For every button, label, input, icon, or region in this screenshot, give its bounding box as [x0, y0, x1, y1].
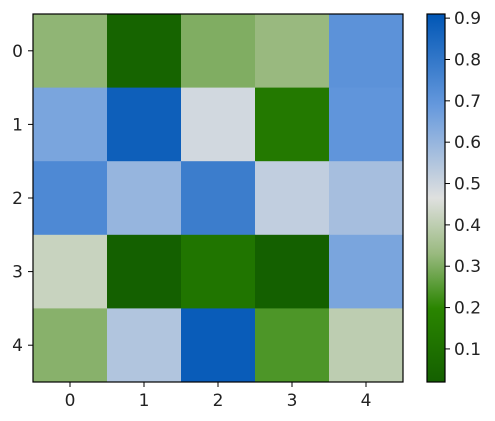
colorbar-ticks: 0.1 0.2 0.3 0.4 0.5 0.6 0.7 0.8 0.9 [445, 9, 481, 360]
y-tick-label: 0 [12, 42, 23, 62]
heatmap-cell-r2-c1 [107, 161, 182, 236]
heatmap-cell-r4-c1 [107, 308, 182, 383]
heatmap-cell-r3-c1 [107, 234, 182, 309]
heatmap-cell-r0-c2 [181, 14, 256, 89]
heatmap-cell-r0-c0 [33, 14, 108, 89]
heatmap-cell-r3-c0 [33, 234, 108, 309]
colorbar-tick-label: 0.3 [454, 257, 481, 277]
heatmap-cell-r3-c4 [329, 234, 404, 309]
heatmap-cell-r3-c3 [255, 234, 330, 309]
colorbar-tick-label: 0.1 [454, 340, 481, 360]
colorbar-tick-label: 0.6 [454, 133, 481, 153]
heatmap-cell-r4-c2 [181, 308, 256, 383]
heatmap-cell-r2-c0 [33, 161, 108, 236]
heatmap-cell-r4-c0 [33, 308, 108, 383]
heatmap-cell-r0-c3 [255, 14, 330, 89]
heatmap-cell-r1-c0 [33, 87, 108, 162]
heatmap-cells [33, 14, 404, 383]
heatmap-cell-r1-c3 [255, 87, 330, 162]
y-tick-label: 2 [12, 189, 23, 209]
y-tick-label: 3 [12, 263, 23, 283]
heatmap-cell-r2-c4 [329, 161, 404, 236]
y-tick-label: 4 [12, 336, 23, 356]
x-tick-label: 3 [287, 391, 298, 411]
heatmap-cell-r2-c2 [181, 161, 256, 236]
colorbar-tick-label: 0.5 [454, 175, 481, 195]
heatmap-cell-r3-c2 [181, 234, 256, 309]
heatmap-cell-r4-c3 [255, 308, 330, 383]
heatmap-cell-r0-c4 [329, 14, 404, 89]
x-axis-ticks: 0 1 2 3 4 [65, 382, 372, 411]
x-tick-label: 1 [139, 391, 150, 411]
heatmap-cell-r1-c1 [107, 87, 182, 162]
heatmap-cell-r1-c4 [329, 87, 404, 162]
colorbar-tick-label: 0.4 [454, 216, 481, 236]
colorbar-tick-label: 0.8 [454, 50, 481, 70]
heatmap-cell-r2-c3 [255, 161, 330, 236]
colorbar-tick-label: 0.7 [454, 92, 481, 112]
colorbar-tick-label: 0.2 [454, 299, 481, 319]
heatmap-cell-r0-c1 [107, 14, 182, 89]
x-tick-label: 2 [213, 391, 224, 411]
heatmap-cell-r4-c4 [329, 308, 404, 383]
y-axis-ticks: 0 1 2 3 4 [12, 42, 33, 356]
x-tick-label: 4 [361, 391, 372, 411]
heatmap-cell-r1-c2 [181, 87, 256, 162]
colorbar-frame [426, 13, 446, 383]
colorbar [427, 14, 445, 382]
x-tick-label: 0 [65, 391, 76, 411]
y-tick-label: 1 [12, 115, 23, 135]
colorbar-tick-label: 0.9 [454, 9, 481, 29]
